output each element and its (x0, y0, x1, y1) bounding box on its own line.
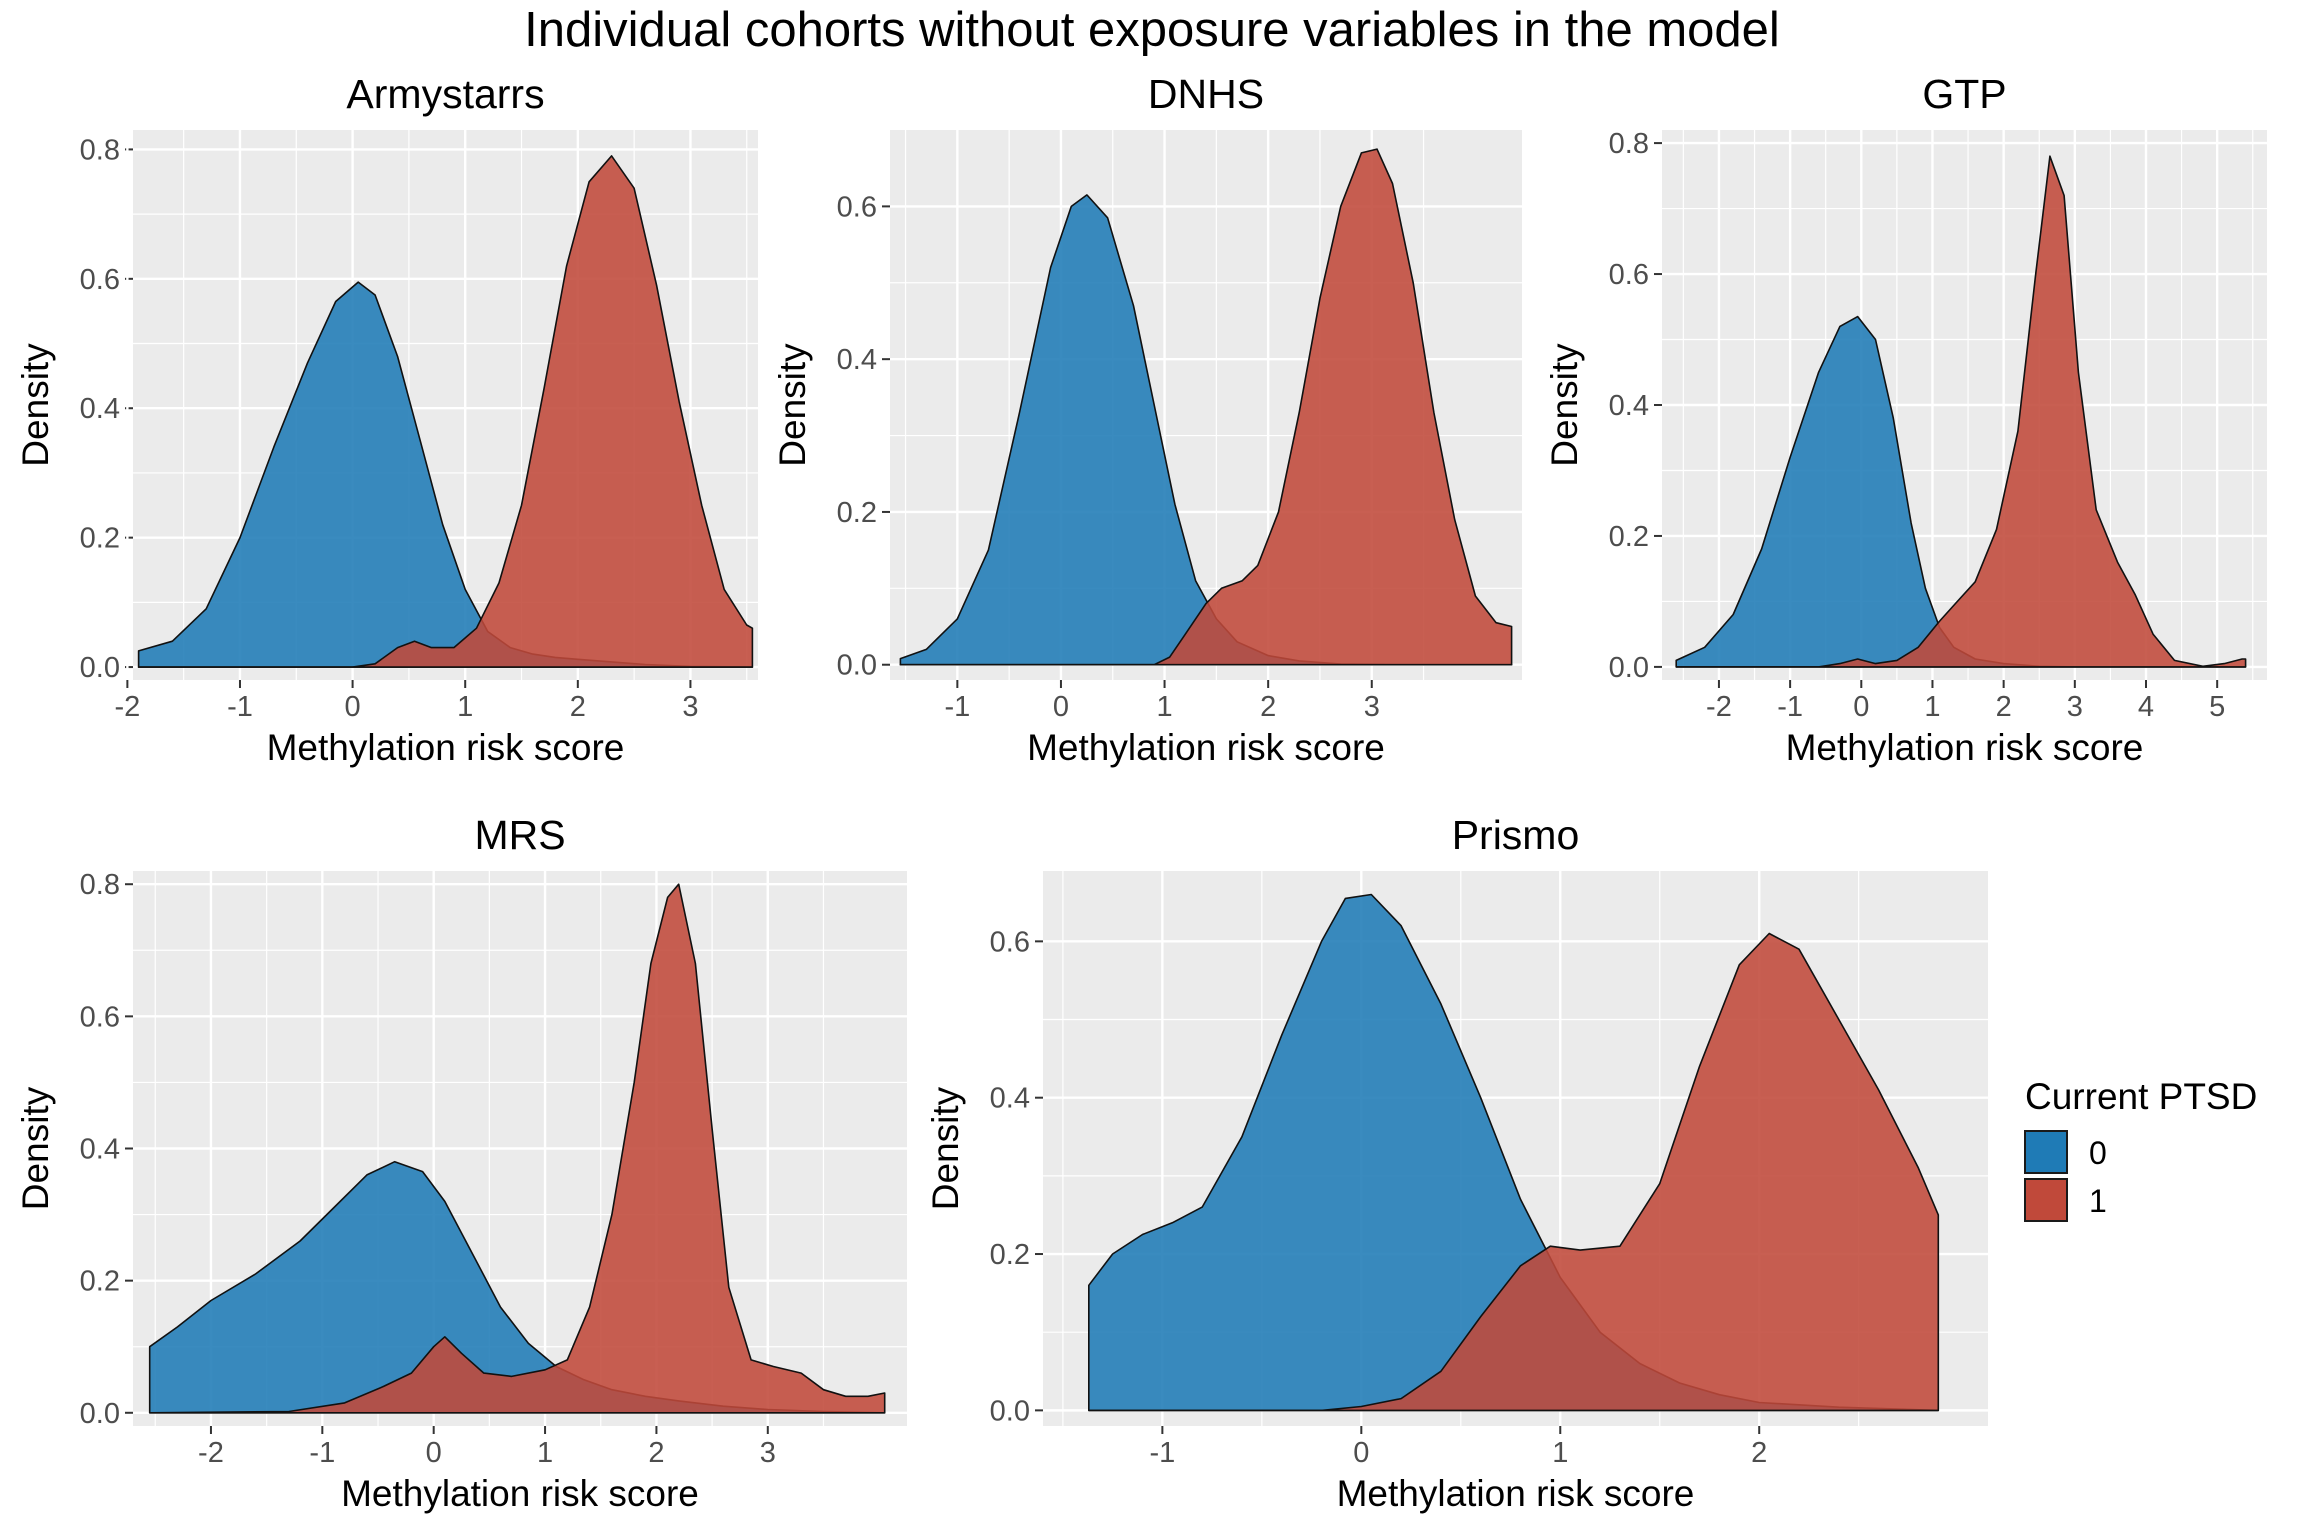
legend-key-0 (2024, 1130, 2068, 1174)
x-tick-label: 2 (1996, 691, 2012, 723)
y-tick-label: 0.0 (837, 650, 877, 682)
y-axis-label: Density (15, 1086, 56, 1210)
y-tick-label: 0.4 (990, 1083, 1030, 1115)
y-axis-label: Density (772, 343, 813, 467)
y-tick-label: 0.8 (80, 134, 120, 166)
density-area-ptsd-1 (137, 155, 754, 668)
x-tick-label: 1 (1156, 691, 1172, 723)
y-axis-label: Density (925, 1086, 966, 1210)
legend-label-1: 1 (2089, 1183, 2107, 1219)
y-tick-label: 0.0 (80, 652, 120, 684)
panel-dnhs: 0.0 0.2 0.4 0.6 -1 0 1 2 3 DNHS Methylation risk s… (772, 71, 1522, 768)
y-tick-label: 0.0 (80, 1398, 120, 1430)
y-tick-label: 0.2 (837, 497, 877, 529)
panel-title: DNHS (1148, 71, 1264, 117)
legend: Current PTSD 0 1 (2024, 1076, 2257, 1222)
x-tick-label: 0 (1353, 1437, 1369, 1469)
x-tick-label: 3 (1364, 691, 1380, 723)
x-tick-label: -1 (944, 691, 970, 723)
x-tick-label: 3 (2067, 691, 2083, 723)
y-tick-label: 0.2 (80, 523, 120, 555)
y-tick-label: 0.2 (990, 1239, 1030, 1271)
y-tick-label: 0.6 (80, 264, 120, 296)
legend-key-1 (2024, 1178, 2068, 1222)
panel-gtp: 0.0 0.2 0.4 0.6 0.8 -2 -1 0 1 2 3 4 5 GTP Methylation … (1544, 71, 2267, 768)
y-tick-label: 0.0 (990, 1395, 1030, 1427)
panel-title: MRS (474, 812, 565, 858)
x-tick-label: -2 (1706, 691, 1732, 723)
x-tick-label: 0 (426, 1437, 442, 1469)
x-tick-label: 4 (2138, 691, 2154, 723)
y-tick-label: 0.4 (1609, 390, 1649, 422)
y-axis-label: Density (15, 343, 56, 467)
y-tick-label: 0.6 (837, 191, 877, 223)
legend-label-0: 0 (2089, 1135, 2107, 1171)
density-area-ptsd-1 (1675, 155, 2247, 668)
panel-mrs: 0.0 0.2 0.4 0.6 0.8 -2 -1 0 1 2 3 MRS Methylation ri… (15, 812, 907, 1514)
density-area-ptsd-1 (899, 148, 1513, 666)
x-tick-label: 1 (1552, 1437, 1568, 1469)
y-tick-label: 0.4 (80, 393, 120, 425)
panel-title: GTP (1922, 71, 2006, 117)
y-tick-label: 0.6 (80, 1001, 120, 1033)
density-area-ptsd-1 (1088, 932, 1940, 1412)
x-tick-label: 1 (1924, 691, 1940, 723)
x-axis-label: Methylation risk score (1027, 727, 1385, 768)
x-axis-label: Methylation risk score (1786, 727, 2144, 768)
y-tick-label: 0.8 (80, 869, 120, 901)
panel-armystarrs: 0.0 0.2 0.4 0.6 0.8 -2 -1 0 1 2 3 Armystarrs Methyla… (15, 71, 758, 768)
panels-container: 0.0 0.2 0.4 0.6 0.8 -2 -1 0 1 2 3 Armystarrs Methyla… (15, 71, 2267, 1514)
x-tick-label: 3 (682, 691, 698, 723)
x-tick-label: 1 (457, 691, 473, 723)
x-tick-label: 2 (1751, 1437, 1767, 1469)
legend-title: Current PTSD (2025, 1076, 2257, 1117)
x-tick-label: 5 (2209, 691, 2225, 723)
x-tick-label: -1 (309, 1437, 335, 1469)
x-tick-label: 3 (760, 1437, 776, 1469)
y-tick-label: 0.2 (80, 1266, 120, 1298)
x-tick-label: -2 (114, 691, 140, 723)
x-axis-label: Methylation risk score (1337, 1473, 1695, 1514)
panel-title: Prismo (1452, 812, 1580, 858)
x-axis-label: Methylation risk score (341, 1473, 699, 1514)
y-tick-label: 0.4 (80, 1134, 120, 1166)
y-tick-label: 0.6 (1609, 259, 1649, 291)
x-tick-label: 0 (1853, 691, 1869, 723)
panel-title: Armystarrs (346, 71, 544, 117)
x-tick-label: 2 (648, 1437, 664, 1469)
y-tick-label: 0.8 (1609, 128, 1649, 160)
x-tick-label: 2 (1260, 691, 1276, 723)
y-tick-label: 0.6 (990, 926, 1030, 958)
y-tick-label: 0.0 (1609, 652, 1649, 684)
x-tick-label: 0 (1053, 691, 1069, 723)
y-tick-label: 0.4 (837, 344, 877, 376)
panel-prismo: 0.0 0.2 0.4 0.6 -1 0 1 2 Prismo Methylation risk … (925, 812, 1988, 1514)
x-tick-label: 2 (570, 691, 586, 723)
x-axis-label: Methylation risk score (267, 727, 625, 768)
figure-title: Individual cohorts without exposure vari… (524, 3, 1780, 57)
x-tick-label: -1 (227, 691, 253, 723)
y-axis-label: Density (1544, 343, 1585, 467)
x-tick-label: -1 (1149, 1437, 1175, 1469)
density-area-ptsd-1 (148, 883, 886, 1414)
x-tick-label: -1 (1777, 691, 1803, 723)
y-tick-label: 0.2 (1609, 521, 1649, 553)
x-tick-label: -2 (198, 1437, 224, 1469)
x-tick-label: 0 (345, 691, 361, 723)
x-tick-label: 1 (537, 1437, 553, 1469)
